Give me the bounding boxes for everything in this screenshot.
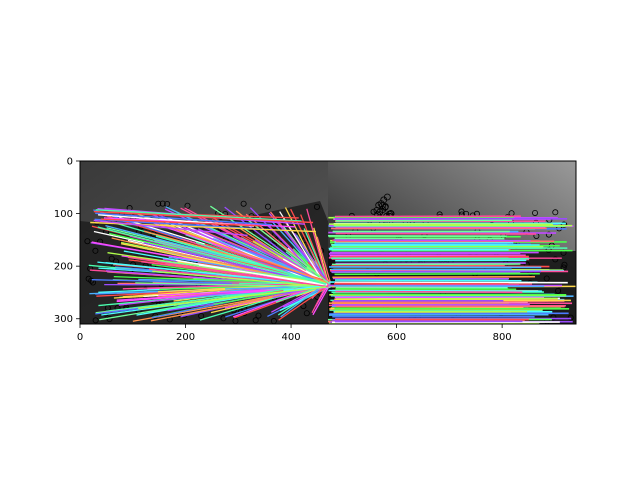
match-line: [329, 267, 541, 268]
x-tick-label: 0: [77, 332, 83, 343]
match-lines: [89, 206, 576, 324]
match-line: [329, 253, 520, 254]
match-line: [335, 274, 540, 275]
match-line: [329, 313, 568, 314]
y-tick-label: 0: [67, 157, 73, 168]
match-line: [336, 234, 536, 235]
y-tick-label: 200: [54, 262, 73, 273]
match-line: [331, 256, 529, 257]
match-line: [334, 240, 531, 241]
match-line: [336, 298, 558, 299]
y-tick-label: 100: [54, 209, 73, 220]
match-line: [333, 294, 566, 295]
x-tick-label: 800: [493, 332, 512, 343]
x-tick-label: 200: [176, 332, 195, 343]
match-line: [336, 220, 513, 221]
match-line: [332, 277, 535, 278]
x-axis: 0 200 400 600 800: [77, 324, 512, 343]
x-tick-label: 400: [282, 332, 301, 343]
match-line: [335, 292, 522, 293]
x-tick-label: 600: [387, 332, 406, 343]
match-line: [330, 247, 567, 248]
y-axis: 0 100 200 300: [54, 157, 80, 326]
y-tick-label: 300: [54, 314, 73, 325]
